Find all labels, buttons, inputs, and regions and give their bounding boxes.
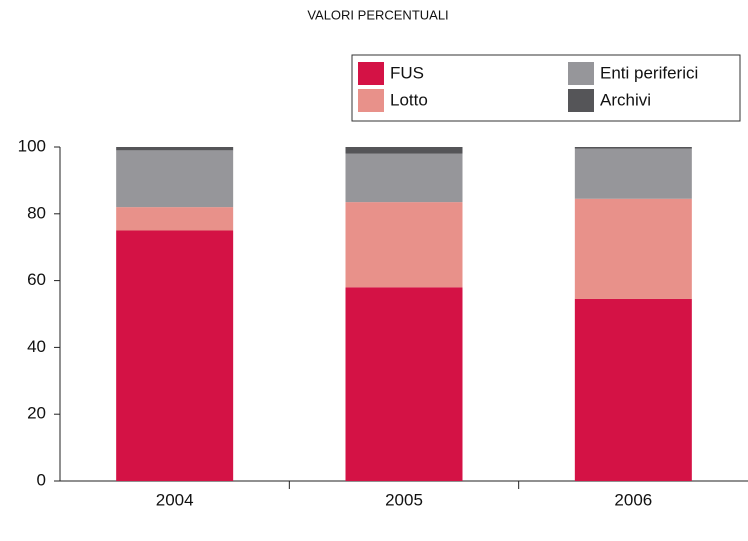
x-tick-label: 2006 [614, 490, 652, 509]
legend-swatch [358, 89, 384, 112]
bar-segment [116, 150, 234, 208]
legend-label: Archivi [600, 90, 651, 109]
bar-segment [574, 198, 692, 299]
y-tick-label: 80 [27, 203, 46, 222]
y-tick-label: 40 [27, 337, 46, 356]
y-tick-label: 100 [18, 136, 46, 155]
bar-segment [574, 148, 692, 199]
legend-swatch [568, 62, 594, 85]
bar-segment [574, 298, 692, 481]
legend-swatch [358, 62, 384, 85]
bar-segment [574, 147, 692, 149]
chart-title: VALORI PERCENTUALI [307, 7, 448, 22]
x-tick-label: 2005 [385, 490, 423, 509]
y-tick-label: 0 [37, 470, 46, 489]
bar-segment [345, 153, 463, 203]
legend-swatch [568, 89, 594, 112]
legend-label: Lotto [390, 90, 428, 109]
bar-segment [116, 230, 234, 481]
bar-segment [345, 287, 463, 481]
legend-box [351, 54, 741, 122]
bar-segment [116, 207, 234, 231]
bar-segment [116, 147, 234, 151]
x-tick-label: 2004 [156, 490, 194, 509]
y-tick-label: 60 [27, 270, 46, 289]
legend-label: Enti periferici [600, 63, 698, 82]
y-tick-label: 20 [27, 404, 46, 423]
legend-label: FUS [390, 63, 424, 82]
bar-segment [345, 202, 463, 288]
bar-segment [345, 147, 463, 154]
